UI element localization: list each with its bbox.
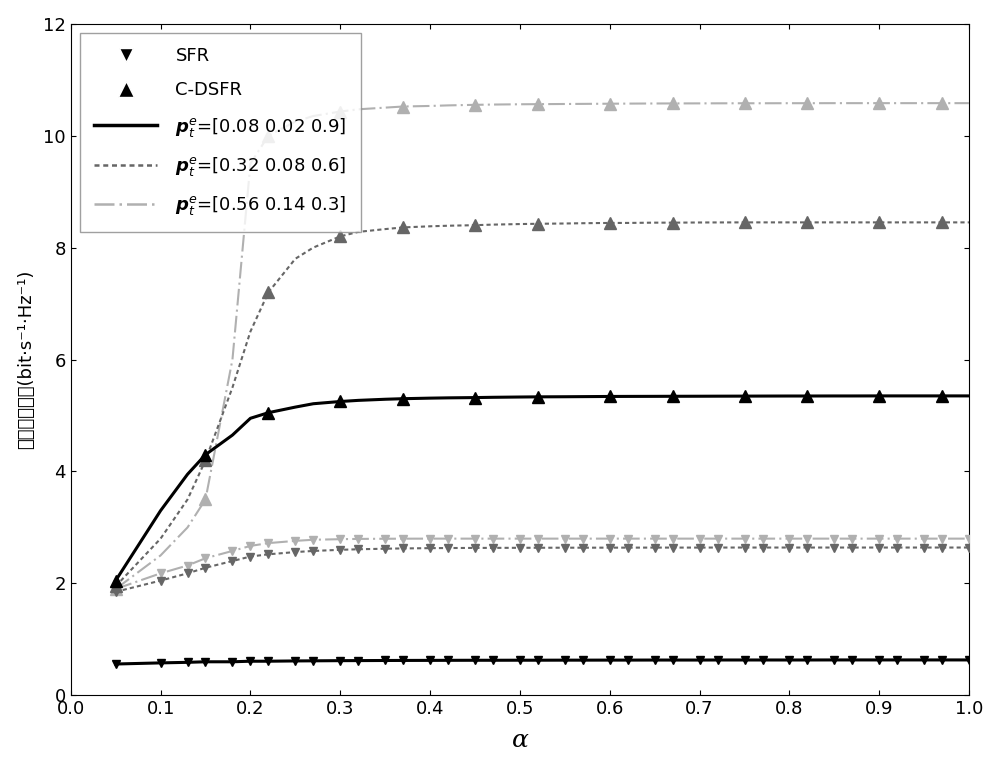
Y-axis label: 归一化吸吐率(bit·s⁻¹·Hz⁻¹): 归一化吸吐率(bit·s⁻¹·Hz⁻¹) bbox=[17, 270, 35, 449]
X-axis label: α: α bbox=[512, 729, 528, 752]
Legend: SFR, C-DSFR, $\boldsymbol{p}_t^e$=[0.08 0.02 0.9], $\boldsymbol{p}_t^e$=[0.32 0.: SFR, C-DSFR, $\boldsymbol{p}_t^e$=[0.08 … bbox=[80, 33, 361, 231]
